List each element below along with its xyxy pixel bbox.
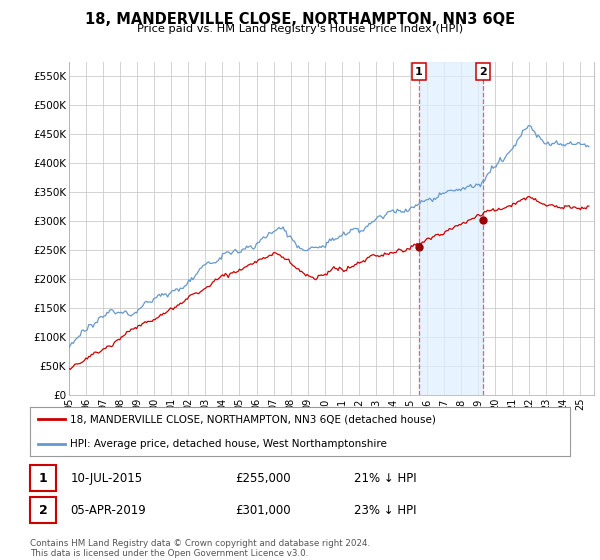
Text: 21% ↓ HPI: 21% ↓ HPI: [354, 472, 416, 484]
Text: 18, MANDERVILLE CLOSE, NORTHAMPTON, NN3 6QE (detached house): 18, MANDERVILLE CLOSE, NORTHAMPTON, NN3 …: [71, 414, 436, 424]
Text: HPI: Average price, detached house, West Northamptonshire: HPI: Average price, detached house, West…: [71, 439, 388, 449]
Text: Contains HM Land Registry data © Crown copyright and database right 2024.
This d: Contains HM Land Registry data © Crown c…: [30, 539, 370, 558]
Text: 2: 2: [38, 504, 47, 517]
Text: 2: 2: [479, 67, 487, 77]
Text: £255,000: £255,000: [235, 472, 291, 484]
Bar: [419, 62, 482, 395]
Text: 23% ↓ HPI: 23% ↓ HPI: [354, 504, 416, 517]
Text: 05-APR-2019: 05-APR-2019: [71, 504, 146, 517]
Bar: [30, 465, 56, 491]
Text: 1: 1: [415, 67, 422, 77]
Bar: [30, 497, 56, 523]
Text: 10-JUL-2015: 10-JUL-2015: [71, 472, 143, 484]
Text: 18, MANDERVILLE CLOSE, NORTHAMPTON, NN3 6QE: 18, MANDERVILLE CLOSE, NORTHAMPTON, NN3 …: [85, 12, 515, 27]
Text: Price paid vs. HM Land Registry's House Price Index (HPI): Price paid vs. HM Land Registry's House …: [137, 24, 463, 34]
Text: 1: 1: [38, 472, 47, 484]
Text: £301,000: £301,000: [235, 504, 291, 517]
